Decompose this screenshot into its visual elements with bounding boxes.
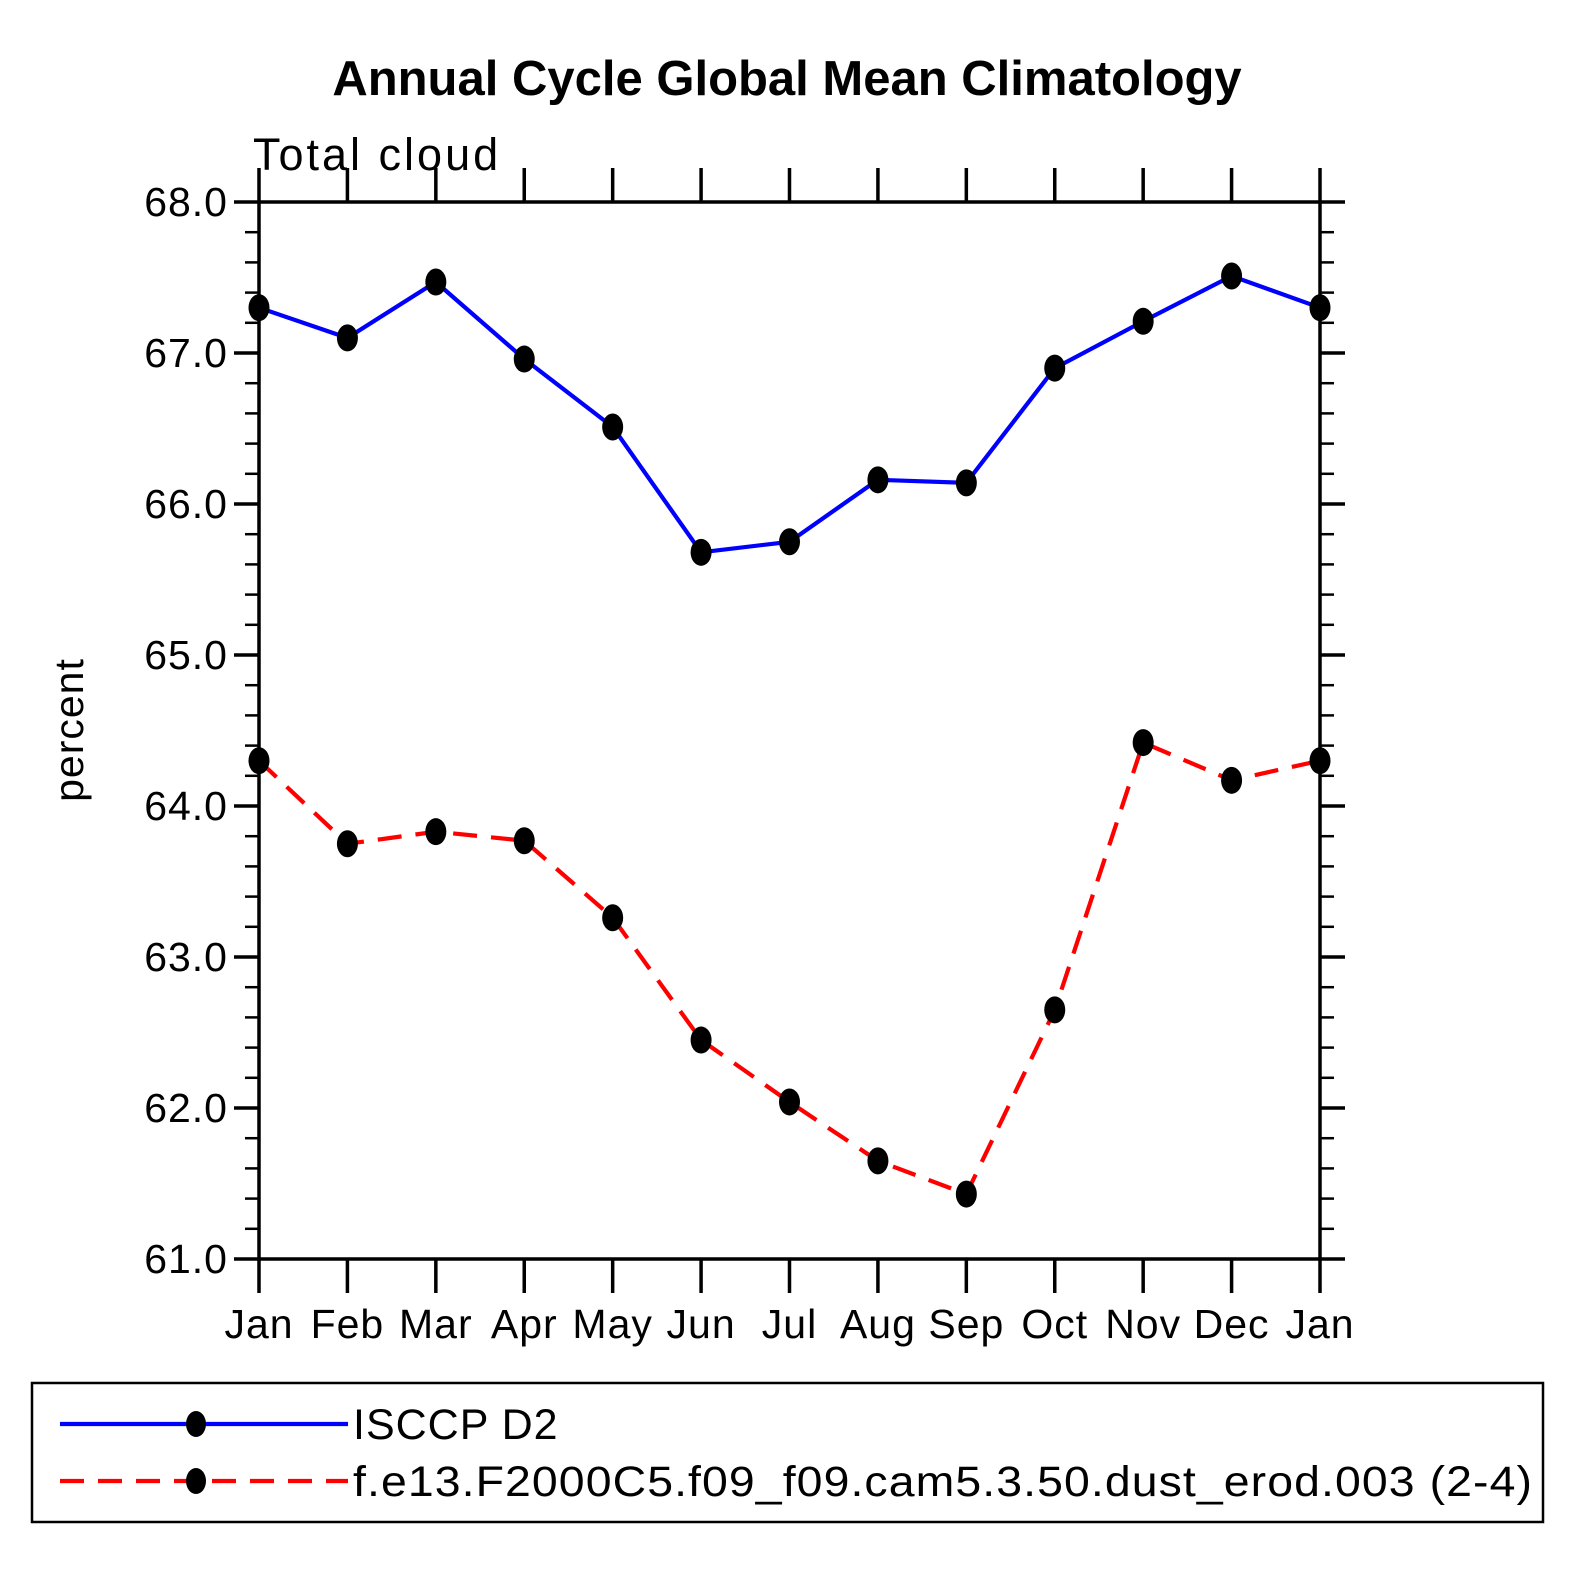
y-tick-label: 66.0 (144, 481, 228, 527)
axis-tick-labels: 68.0 67.0 66.0 65.0 64.0 63.0 62.0 61.0 Jan Feb Ma… (144, 179, 1354, 1347)
data-point-marker (955, 1180, 977, 1208)
y-tick-label: 65.0 (144, 632, 228, 678)
y-tick-label: 63.0 (144, 934, 228, 980)
plot-frame (257, 200, 1322, 1261)
legend-marker (186, 1468, 206, 1494)
legend-label: ISCCP D2 (353, 1401, 559, 1449)
data-point-marker (690, 538, 712, 566)
data-point-marker (336, 324, 358, 352)
data-point-marker (248, 747, 270, 775)
x-tick-label: Mar (399, 1301, 473, 1347)
data-point-marker (513, 827, 535, 855)
y-tick-label: 62.0 (144, 1085, 228, 1131)
axis-ticks (234, 168, 1345, 1293)
x-tick-label: Jan (224, 1301, 293, 1347)
legend-label: f.e13.F2000C5.f09_f09.cam5.3.50.dust_ero… (353, 1458, 1533, 1506)
x-tick-label: Dec (1194, 1301, 1270, 1347)
x-tick-label: Feb (311, 1301, 385, 1347)
data-point-marker (248, 294, 270, 322)
data-point-marker (1132, 729, 1154, 757)
data-point-marker (602, 413, 624, 441)
legend: ISCCP D2 f.e13.F2000C5.f09_f09.cam5.3.50.… (30, 1381, 1545, 1524)
data-point-marker (1044, 996, 1066, 1024)
data-point-marker (955, 469, 977, 497)
data-point-marker (425, 268, 447, 296)
x-tick-label: Nov (1105, 1301, 1181, 1347)
chart-subtitle: Total cloud (253, 129, 501, 180)
x-tick-label: Jan (1285, 1301, 1354, 1347)
series-line (257, 739, 1321, 1197)
series-line (258, 273, 1321, 555)
legend-box (30, 1381, 1545, 1524)
y-tick-label: 64.0 (144, 783, 228, 829)
y-tick-label: 61.0 (144, 1236, 228, 1282)
x-tick-label: Aug (840, 1301, 916, 1347)
y-axis-title: percent (46, 658, 92, 802)
data-point-marker (1309, 294, 1331, 322)
x-tick-label: Jun (667, 1301, 736, 1347)
data-point-marker (867, 466, 889, 494)
series-lines (257, 273, 1321, 1197)
data-point-marker (336, 830, 358, 858)
x-tick-label: Apr (491, 1301, 558, 1347)
y-tick-label: 67.0 (144, 330, 228, 376)
data-point-markers (248, 262, 1331, 1208)
x-tick-label: May (572, 1301, 652, 1347)
x-tick-label: Jul (762, 1301, 817, 1347)
data-point-marker (690, 1026, 712, 1054)
data-point-marker (602, 904, 624, 932)
chart-title: Annual Cycle Global Mean Climatology (332, 52, 1241, 106)
data-point-marker (1221, 766, 1243, 794)
data-point-marker (1044, 354, 1066, 382)
plot-border (257, 200, 1322, 1261)
data-point-marker (779, 528, 800, 556)
y-tick-label: 68.0 (144, 179, 228, 225)
data-point-marker (513, 345, 535, 373)
legend-marker (186, 1411, 206, 1437)
data-point-marker (1221, 262, 1243, 290)
x-tick-label: Oct (1021, 1301, 1088, 1347)
data-point-marker (425, 818, 447, 846)
data-point-marker (1132, 307, 1154, 335)
data-point-marker (1309, 747, 1331, 775)
data-point-marker (779, 1088, 800, 1116)
data-point-marker (867, 1147, 889, 1175)
x-tick-label: Sep (928, 1301, 1004, 1347)
